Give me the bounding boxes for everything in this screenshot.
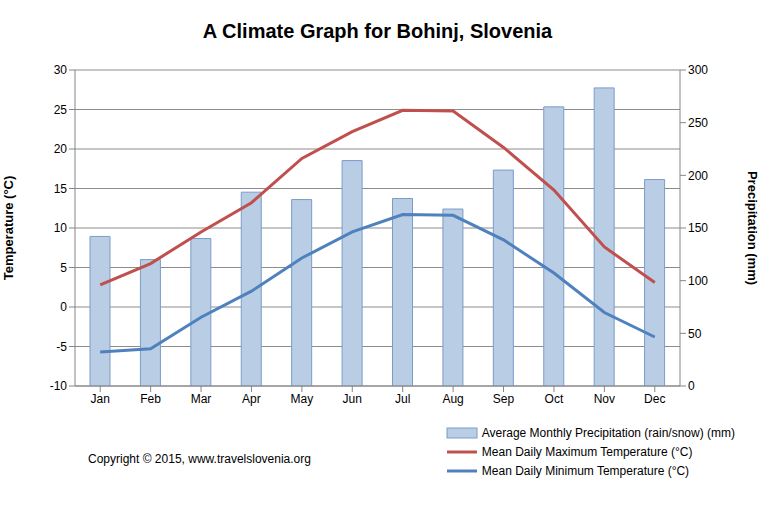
html-text:Copyright © 2015, www.travelsl: Copyright © 2015, www.travelslovenia.org [88, 452, 311, 466]
svg-text:300: 300 [688, 63, 708, 77]
svg-text:0: 0 [60, 300, 67, 314]
html-text:Mean Daily Minimum Temperature: Mean Daily Minimum Temperature (°C) [481, 464, 690, 478]
svg-text:-10: -10 [50, 379, 68, 393]
svg-text:250: 250 [688, 116, 708, 130]
svg-text:May: May [291, 392, 314, 406]
svg-text:50: 50 [688, 327, 702, 341]
svg-text:Precipitation (mm): Precipitation (mm) [745, 171, 760, 285]
html-text:A Climate Graph for Bohinj, Sl: A Climate Graph for Bohinj, Slovenia [202, 20, 553, 42]
html-text:Mean Daily Maximum Temperature: Mean Daily Maximum Temperature (°C) [481, 445, 693, 459]
svg-text:Oct: Oct [545, 392, 564, 406]
svg-text:200: 200 [688, 169, 708, 183]
svg-text:Nov: Nov [594, 392, 615, 406]
svg-text:Mar: Mar [191, 392, 212, 406]
svg-text:Jan: Jan [91, 392, 110, 406]
svg-text:15: 15 [54, 182, 68, 196]
svg-text:Apr: Apr [242, 392, 261, 406]
svg-text:20: 20 [54, 142, 68, 156]
svg-text:0: 0 [688, 379, 695, 393]
svg-text:5: 5 [60, 261, 67, 275]
svg-text:Aug: Aug [442, 392, 463, 406]
html-text:Average Monthly Precipitation: Average Monthly Precipitation (rain/snow… [481, 426, 735, 440]
svg-text:Sep: Sep [493, 392, 515, 406]
svg-text:150: 150 [688, 221, 708, 235]
svg-text:10: 10 [54, 221, 68, 235]
svg-text:-5: -5 [56, 340, 67, 354]
svg-text:25: 25 [54, 103, 68, 117]
svg-text:100: 100 [688, 274, 708, 288]
svg-text:Jun: Jun [343, 392, 362, 406]
svg-text:30: 30 [54, 63, 68, 77]
svg-text:Feb: Feb [140, 392, 161, 406]
svg-text:Jul: Jul [395, 392, 410, 406]
svg-text:Temperature (°C): Temperature (°C) [8, 176, 16, 281]
svg-text:Dec: Dec [644, 392, 665, 406]
